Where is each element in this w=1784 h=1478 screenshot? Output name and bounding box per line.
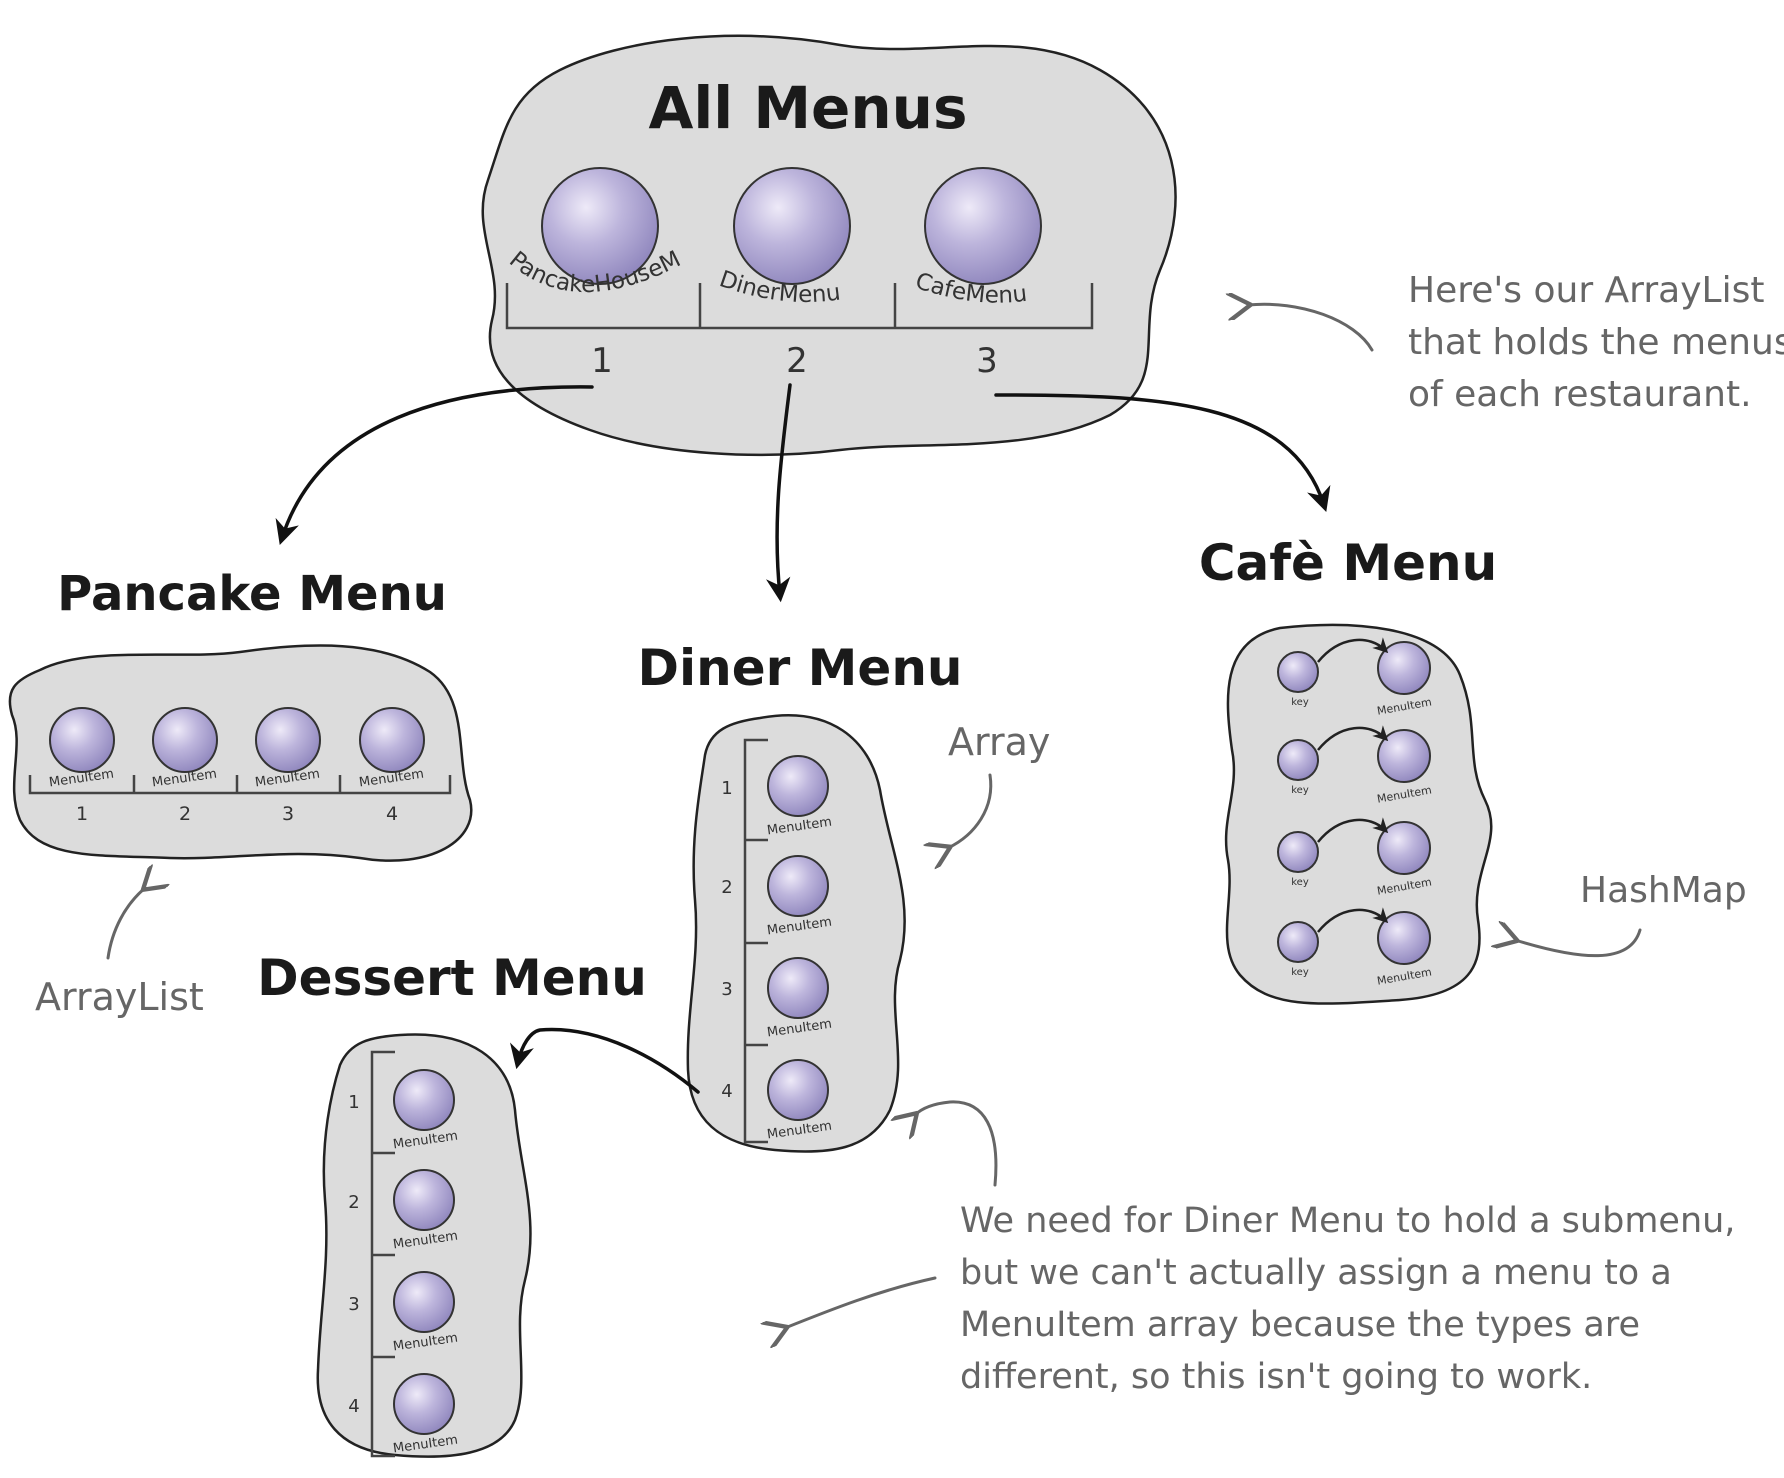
dessert-item-orb-3 xyxy=(393,1271,455,1333)
pancake-index-3: 3 xyxy=(282,803,294,825)
problem-note-arrow-left xyxy=(785,1276,937,1328)
all-menus-index-1: 1 xyxy=(591,341,613,381)
diner-index-4: 4 xyxy=(721,1081,732,1102)
diner-menu-group: Diner Menu MenuItem MenuItem MenuItem Me… xyxy=(637,639,963,1153)
problem-note-line-2: but we can't actually assign a menu to a xyxy=(960,1253,1672,1293)
diner-item-orb-1 xyxy=(767,755,829,817)
cafe-key-orb-3 xyxy=(1277,831,1319,873)
pancake-index-4: 4 xyxy=(386,803,398,825)
diner-item-orb-4 xyxy=(767,1059,829,1121)
problem-note-line-3: MenuItem array because the types are xyxy=(960,1305,1640,1345)
diner-index-1: 1 xyxy=(721,778,732,799)
diner-menu-bracket xyxy=(743,738,768,1144)
arrow-to-dessert-menu xyxy=(510,1027,700,1094)
cafe-key-orb-4 xyxy=(1277,921,1319,963)
array-label-arrow xyxy=(948,773,993,848)
pancake-item-orb-2 xyxy=(152,707,218,773)
all-menus-index-2: 2 xyxy=(786,341,808,381)
cafe-key-label-1: key xyxy=(1291,697,1309,708)
arraylist-note-line-2: that holds the menus xyxy=(1408,322,1784,363)
diner-item-orb-2 xyxy=(767,855,829,917)
cafe-menu-orb xyxy=(924,167,1042,285)
diner-menu-title: Diner Menu xyxy=(637,639,962,697)
dessert-item-orb-2 xyxy=(393,1169,455,1231)
arraylist-note-line-1: Here's our ArrayList xyxy=(1408,270,1764,311)
all-menus-bracket xyxy=(505,283,1094,330)
diner-menu-orb xyxy=(733,167,851,285)
problem-note-line-4: different, so this isn't going to work. xyxy=(960,1357,1592,1397)
all-menus-index-3: 3 xyxy=(976,341,998,381)
arraylist-note-arrow xyxy=(1248,304,1374,352)
dessert-index-3: 3 xyxy=(348,1294,359,1315)
dessert-item-orb-1 xyxy=(393,1069,455,1131)
dessert-index-1: 1 xyxy=(348,1092,359,1113)
diner-index-3: 3 xyxy=(721,979,732,1000)
all-menus-title: All Menus xyxy=(649,74,968,142)
cafe-map-arrow-2 xyxy=(1317,725,1389,751)
dessert-index-2: 2 xyxy=(348,1192,359,1213)
dessert-index-4: 4 xyxy=(348,1396,359,1417)
dessert-menu-title: Dessert Menu xyxy=(257,949,647,1007)
arraylist-note-line-3: of each restaurant. xyxy=(1408,374,1752,415)
cafe-menu-title: Cafè Menu xyxy=(1199,534,1497,592)
dessert-item-orb-4 xyxy=(393,1373,455,1435)
diner-index-2: 2 xyxy=(721,877,732,898)
cafe-key-orb-1 xyxy=(1277,651,1319,693)
dessert-menu-bracket xyxy=(370,1050,395,1458)
cafe-row-2: key MenuItem xyxy=(1277,725,1433,806)
cafe-value-orb-3 xyxy=(1377,821,1431,875)
cafe-map-arrow-3 xyxy=(1317,817,1389,843)
diner-item-orb-3 xyxy=(767,957,829,1019)
arraylist-label: ArrayList xyxy=(35,975,204,1019)
pancake-menu-group: Pancake Menu MenuItem MenuItem MenuItem … xyxy=(8,566,473,862)
pancake-index-1: 1 xyxy=(76,803,88,825)
arraylist-note: Here's our ArrayList that holds the menu… xyxy=(1248,270,1784,415)
hashmap-label-arrow xyxy=(1515,930,1642,958)
pancake-item-orb-3 xyxy=(255,707,321,773)
cafe-key-label-4: key xyxy=(1291,967,1309,978)
arrow-to-diner-menu xyxy=(766,383,792,603)
cafe-value-orb-4 xyxy=(1377,911,1431,965)
pancake-menu-title: Pancake Menu xyxy=(57,566,447,622)
cafe-key-orb-2 xyxy=(1277,739,1319,781)
pancake-house-menu-orb xyxy=(541,167,659,285)
pancake-index-2: 2 xyxy=(179,803,191,825)
arraylist-label-arrow xyxy=(106,888,145,960)
hashmap-label: HashMap xyxy=(1580,870,1747,911)
cafe-map-arrow-1 xyxy=(1317,637,1389,663)
problem-note-line-1: We need for Diner Menu to hold a submenu… xyxy=(960,1201,1735,1241)
cafe-value-orb-1 xyxy=(1377,641,1431,695)
cafe-key-label-3: key xyxy=(1291,877,1309,888)
cafe-menu-blob xyxy=(1224,623,1493,1005)
pancake-menu-blob xyxy=(8,644,473,862)
problem-note: We need for Diner Menu to hold a submenu… xyxy=(785,1100,1735,1397)
arrow-to-cafe-menu xyxy=(994,393,1331,512)
cafe-key-label-2: key xyxy=(1291,785,1309,796)
diner-menu-blob xyxy=(686,714,906,1153)
cafe-value-orb-2 xyxy=(1377,729,1431,783)
array-label: Array xyxy=(948,720,1050,764)
arrow-to-pancake-menu xyxy=(275,385,594,545)
pancake-item-orb-1 xyxy=(49,707,115,773)
dessert-menu-group: Dessert Menu MenuItem MenuItem MenuItem … xyxy=(257,949,647,1458)
problem-note-arrow-up xyxy=(915,1100,998,1187)
cafe-map-arrow-4 xyxy=(1317,907,1389,933)
cafe-menu-group: Cafè Menu key MenuItem key MenuItem key … xyxy=(1199,534,1497,1005)
pancake-item-orb-4 xyxy=(359,707,425,773)
pancake-menu-bracket xyxy=(28,775,452,795)
